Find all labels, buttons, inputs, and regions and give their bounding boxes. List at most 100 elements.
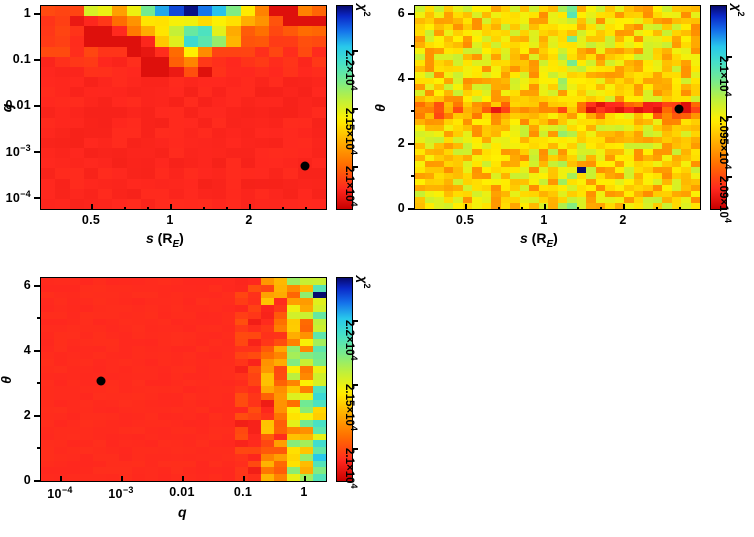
panel3-colorbar-tick: [353, 448, 358, 450]
panel1-xtick: [91, 204, 93, 210]
panel2-ytick: [408, 208, 414, 210]
panel2-colorbar-gradient: [711, 6, 726, 209]
panel2-xtick: [623, 204, 625, 210]
panel3-ytick: [34, 285, 40, 287]
panel3-yticklabel: 0: [23, 473, 31, 487]
panel2-colorbar-ticklabel: 2.1×104: [717, 56, 733, 97]
panel1-yticklabel: 10−4: [5, 188, 31, 206]
panel2-yticklabel: 2: [397, 136, 405, 150]
panel1-xtick-minor: [282, 207, 284, 210]
panel2-xtick-minor: [679, 207, 681, 210]
panel-s-vs-theta: 0.5 1 2 0 2 4 6 s (RE) θ 2.09×104 2.095×…: [371, 0, 754, 260]
panel1-xtick-minor: [124, 207, 126, 210]
panel1-colorbar-title: χ2: [355, 4, 372, 17]
panel1-colorbar-tick: [353, 166, 358, 168]
panel2-yticklabel: 6: [397, 6, 405, 20]
panel1-colorbar-ticklabel: 2.15×104: [343, 108, 359, 155]
panel3-xaxis-title: q: [178, 504, 187, 520]
panel2-xtick: [544, 204, 546, 210]
panel2-colorbar-ticklabel: 2.095×104: [717, 116, 733, 170]
panel2-colorbar-ticklabel: 2.09×104: [717, 176, 733, 223]
panel-s-vs-q: 0.5 1 2 1 0.1 0.01 10−3 10−4 s (RE) q 2.…: [0, 0, 380, 260]
panel1-plot-area: [40, 5, 327, 210]
panel3-xticklabel: 0.01: [169, 485, 195, 499]
panel1-colorbar-tick: [353, 108, 358, 110]
panel3-xticklabel: 0.1: [233, 485, 253, 499]
panel2-xtick-minor: [521, 207, 523, 210]
panel2-xticklabel: 1: [540, 213, 548, 227]
panel3-plot-area: [40, 277, 327, 482]
panel1-ytick: [34, 151, 40, 153]
panel3-xtick: [121, 476, 123, 482]
panel2-ytick-minor: [411, 110, 414, 112]
panel1-yticklabel: 1: [23, 6, 31, 20]
panel3-ytick: [34, 350, 40, 352]
panel2-xtick-minor: [656, 207, 658, 210]
panel2-xtick: [465, 204, 467, 210]
panel3-colorbar-ticklabel: 2.15×104: [343, 384, 359, 431]
panel1-ytick: [34, 13, 40, 15]
panel3-ytick: [34, 480, 40, 482]
panel3-yticklabel: 4: [23, 343, 31, 357]
panel1-colorbar: [336, 5, 353, 210]
panel3-best-fit-marker: [96, 376, 106, 385]
panel1-yticklabel: 10−3: [5, 142, 31, 160]
panel3-xtick: [243, 476, 245, 482]
panel1-xtick-minor: [305, 207, 307, 210]
panel3-xticklabel: 1: [300, 485, 308, 499]
panel1-yticklabel: 0.1: [12, 52, 31, 66]
panel1-xtick-minor: [147, 207, 149, 210]
panel1-xticklabel: 2: [245, 213, 253, 227]
panel3-colorbar-ticklabel: 2.1×104: [343, 448, 359, 489]
panel2-ytick: [408, 13, 414, 15]
panel1-ytick: [34, 59, 40, 61]
panel1-xtick: [249, 204, 251, 210]
panel3-xticklabel: 10−3: [108, 485, 134, 502]
panel1-xtick-minor: [226, 207, 228, 210]
panel3-colorbar-ticklabel: 2.2×104: [343, 320, 359, 361]
panel3-colorbar-title: χ2: [355, 276, 372, 289]
panel2-ytick: [408, 143, 414, 145]
panel2-xaxis-title: s (RE): [520, 230, 558, 250]
panel2-colorbar-tick: [727, 116, 732, 118]
panel2-heatmap: [415, 6, 700, 209]
panel-q-vs-theta: 10−4 10−3 0.01 0.1 1 0 2 4 6 q θ 2.1×104…: [0, 272, 380, 537]
panel1-yticklabel: 0.01: [5, 98, 31, 112]
panel2-colorbar: [710, 5, 727, 210]
panel3-ytick-minor: [37, 382, 40, 384]
panel1-xaxis-title: s (RE): [146, 230, 184, 250]
panel2-plot-area: [414, 5, 701, 210]
panel1-xtick-minor: [203, 207, 205, 210]
panel2-ytick-minor: [411, 45, 414, 47]
panel3-ytick-minor: [37, 447, 40, 449]
panel2-best-fit-marker: [674, 104, 684, 113]
panel1-xticklabel: 0.5: [81, 213, 101, 227]
panel1-best-fit-marker: [300, 161, 310, 171]
panel1-heatmap: [41, 6, 326, 209]
panel3-colorbar: [336, 277, 353, 482]
panel3-colorbar-tick: [353, 320, 358, 322]
panel2-xticklabel: 2: [619, 213, 627, 227]
panel1-yaxis-title: q: [0, 104, 14, 113]
panel1-xticklabel: 1: [166, 213, 174, 227]
panel3-xtick: [182, 476, 184, 482]
panel2-xtick-minor: [577, 207, 579, 210]
panel1-colorbar-ticklabel: 2.2×104: [343, 50, 359, 91]
panel3-colorbar-gradient: [337, 278, 352, 481]
panel1-xtick: [170, 204, 172, 210]
panel3-colorbar-tick: [353, 384, 358, 386]
panel2-yaxis-title: θ: [371, 104, 388, 112]
panel2-colorbar-title: χ2: [729, 4, 746, 17]
panel2-ytick: [408, 78, 414, 80]
panel2-ytick-minor: [411, 175, 414, 177]
panel2-yticklabel: 4: [397, 71, 405, 85]
panel1-ytick: [34, 105, 40, 107]
panel1-colorbar-ticklabel: 2.1×104: [343, 166, 359, 207]
panel3-ytick-minor: [37, 317, 40, 319]
panel2-xticklabel: 0.5: [455, 213, 475, 227]
panel1-colorbar-tick: [353, 50, 358, 52]
panel3-heatmap: [41, 278, 326, 481]
panel3-xtick: [60, 476, 62, 482]
panel3-ytick: [34, 415, 40, 417]
panel3-xtick: [304, 476, 306, 482]
